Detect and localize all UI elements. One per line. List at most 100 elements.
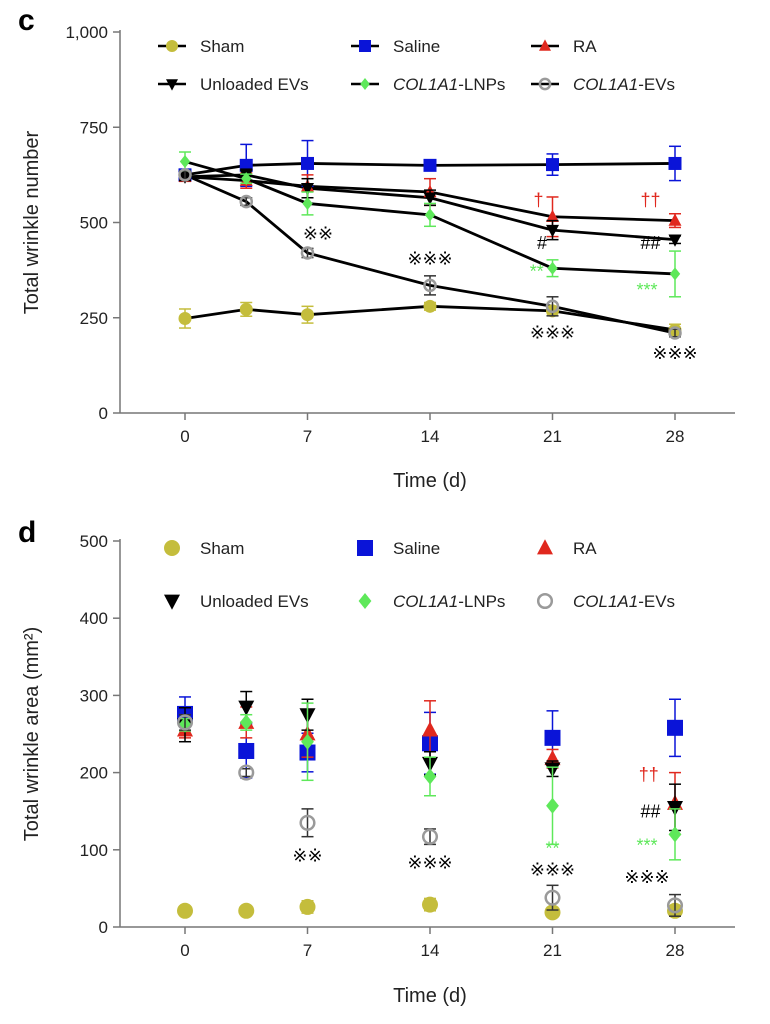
legend-item: COL1A1-EVs	[536, 592, 675, 611]
y-tick-label: 750	[80, 118, 108, 137]
y-tick-label: 250	[80, 309, 108, 328]
legend-marker	[359, 40, 371, 52]
significance-annotation: ※※※	[530, 323, 575, 343]
y-tick-label: 100	[80, 841, 108, 860]
x-tick-label: 21	[543, 941, 562, 960]
significance-annotation: ††	[639, 764, 659, 784]
significance-annotation: ††	[640, 190, 660, 210]
significance-annotation: ※※※	[407, 248, 452, 268]
legend-label: Unloaded EVs	[200, 75, 309, 94]
data-point	[423, 192, 437, 205]
data-point	[668, 213, 682, 226]
significance-annotation: **	[530, 262, 544, 282]
data-point	[668, 826, 682, 843]
legend-label: RA	[573, 37, 597, 56]
legend-item: Sham	[164, 539, 244, 558]
legend-label: Sham	[200, 539, 244, 558]
y-tick-label: 200	[80, 764, 108, 783]
data-point	[546, 224, 559, 238]
data-point	[668, 326, 682, 340]
legend-item: COL1A1-LNPs	[351, 75, 505, 94]
legend-item: COL1A1-LNPs	[358, 592, 505, 611]
data-point	[178, 312, 192, 326]
series-line	[184, 175, 676, 222]
significance-annotation: ※※※	[624, 867, 669, 887]
data-point	[421, 828, 439, 845]
legend-marker	[164, 594, 180, 610]
data-point	[239, 194, 254, 209]
legend-label-suffix: -LNPs	[458, 75, 505, 94]
data-point	[241, 172, 252, 186]
data-point	[423, 299, 437, 313]
series-col1a1-lnps	[178, 702, 682, 861]
significance-annotation: ※※※	[407, 852, 452, 872]
legend-item: Unloaded EVs	[158, 75, 309, 94]
legend-label: RA	[573, 539, 597, 558]
legend-marker	[536, 592, 554, 610]
legend-marker	[166, 40, 178, 52]
data-point	[239, 714, 253, 731]
data-point	[424, 208, 436, 222]
series-line	[184, 162, 676, 177]
data-point	[301, 308, 314, 322]
data-point	[178, 168, 192, 182]
legend-label: Sham	[200, 37, 244, 56]
x-tick-label: 28	[666, 941, 685, 960]
x-tick-label: 7	[303, 941, 312, 960]
data-point	[667, 719, 683, 736]
significance-annotation: ※※※	[652, 343, 697, 363]
data-point	[301, 183, 314, 196]
significance-annotation: ##	[640, 801, 660, 821]
data-point	[669, 267, 681, 281]
data-point	[299, 898, 316, 915]
legend-label: Saline	[393, 539, 440, 558]
legend-label-italic: COL1A1	[393, 592, 458, 611]
significance-annotation: ***	[636, 280, 657, 300]
chart-panel-d: d 0 100 200 300 400 500 0 7 14 21 28 Time (d) Total w…	[18, 516, 735, 1007]
data-point	[176, 714, 194, 731]
data-point	[177, 902, 193, 919]
x-tick-label: 28	[666, 427, 685, 446]
y-axis-label: Total wrinkle number	[21, 130, 43, 314]
series-col1a1-evs	[176, 713, 684, 917]
series-line	[184, 160, 676, 276]
series-line	[184, 173, 676, 335]
significance-annotation: #	[537, 233, 547, 253]
data-point	[300, 246, 315, 260]
x-tick-label: 14	[421, 427, 440, 446]
legend-label: COL1A1-LNPs	[393, 592, 505, 611]
significance-annotation: **	[545, 838, 559, 858]
data-point	[546, 158, 559, 172]
series-col1a1-lnps	[179, 151, 681, 298]
y-axis-label: Total wrinkle area (mm²)	[21, 627, 43, 841]
legend-marker	[357, 540, 373, 556]
data-point	[545, 299, 560, 314]
data-point	[238, 764, 255, 781]
legend-item: Saline	[351, 37, 440, 56]
legend-label-italic: COL1A1	[393, 75, 458, 94]
x-tick-label: 0	[180, 427, 189, 446]
y-tick-label: 300	[80, 686, 108, 705]
legend-marker	[537, 539, 553, 555]
data-point	[544, 889, 561, 906]
series-col1a1-evs	[178, 168, 682, 340]
legend-label-suffix: -EVs	[638, 75, 675, 94]
significance-annotation: †	[533, 190, 543, 210]
y-tick-label: 1,000	[65, 23, 108, 42]
data-point	[423, 278, 437, 293]
legend-item: Unloaded EVs	[164, 592, 309, 611]
significance-annotation: ***	[636, 835, 657, 855]
data-point	[238, 902, 255, 919]
legend-label: Unloaded EVs	[200, 592, 309, 611]
legend-label: COL1A1-LNPs	[393, 75, 505, 94]
legend-item: RA	[537, 539, 597, 558]
data-point	[423, 158, 437, 172]
data-point	[544, 904, 561, 921]
data-point	[666, 897, 684, 914]
data-point	[179, 155, 191, 169]
data-point	[546, 209, 559, 222]
x-axis-label: Time (d)	[393, 470, 467, 492]
y-tick-label: 400	[80, 609, 108, 628]
panel-label: d	[18, 516, 36, 549]
